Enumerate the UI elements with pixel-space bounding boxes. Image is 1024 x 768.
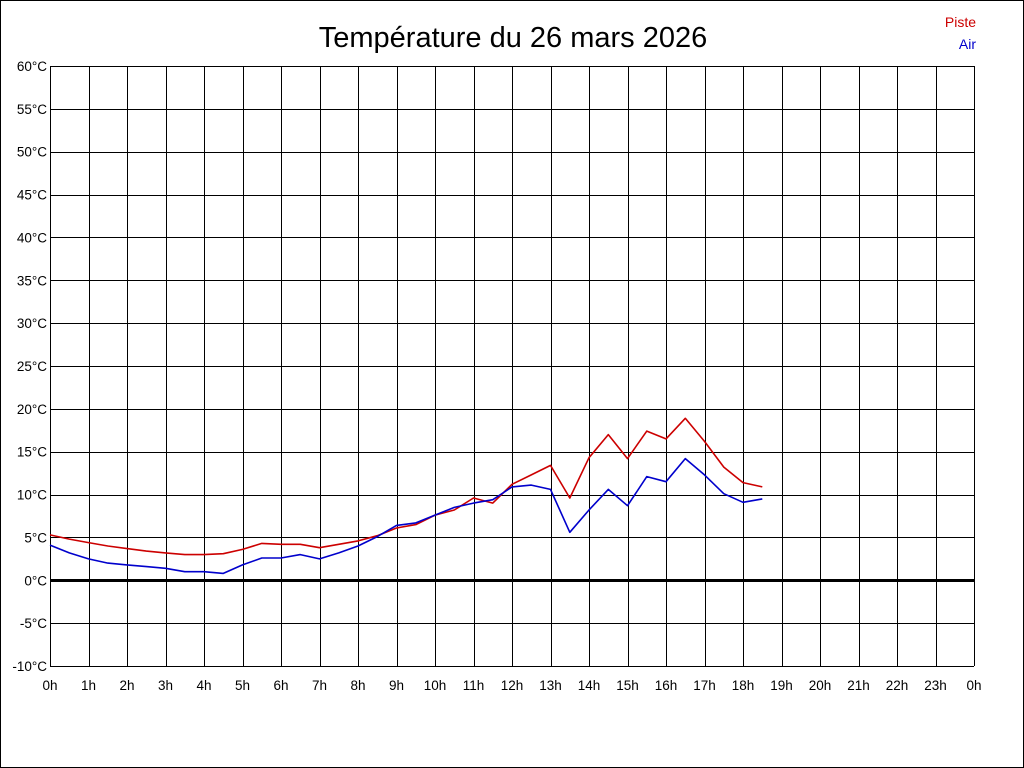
x-tick-label: 9h	[389, 678, 404, 693]
x-tick-label: 14h	[578, 678, 601, 693]
y-tick-label: 55°C	[17, 102, 47, 117]
x-tick-label: 18h	[732, 678, 755, 693]
x-tick-label: 20h	[809, 678, 832, 693]
y-tick-label: 20°C	[17, 402, 47, 417]
y-tick-label: -5°C	[20, 616, 47, 631]
x-axis-tick-labels: 0h 1h 2h 3h 4h 5h 6h 7h 8h 9h 10h 11h 12h 13h 14h 15h 16…	[42, 678, 981, 693]
x-tick-label: 12h	[501, 678, 524, 693]
x-tick-label: 11h	[463, 678, 485, 693]
y-tick-label: 15°C	[17, 445, 47, 460]
y-tick-label: 40°C	[17, 230, 47, 245]
chart-legend: Piste Air	[945, 14, 976, 52]
x-tick-label: 17h	[693, 678, 716, 693]
y-tick-label: 10°C	[17, 488, 47, 503]
y-tick-label: 25°C	[17, 359, 47, 374]
y-tick-label: -10°C	[12, 659, 47, 674]
x-tick-label: 4h	[196, 678, 211, 693]
x-tick-label: 6h	[273, 678, 288, 693]
legend-item-piste: Piste	[945, 14, 976, 30]
legend-item-air: Air	[959, 36, 976, 52]
y-tick-label: 5°C	[24, 530, 47, 545]
x-tick-label: 1h	[81, 678, 96, 693]
x-tick-label: 7h	[312, 678, 327, 693]
y-tick-label: 35°C	[17, 273, 47, 288]
x-tick-label: 21h	[847, 678, 870, 693]
x-tick-label: 13h	[539, 678, 562, 693]
x-tick-label: 10h	[424, 678, 447, 693]
series-layer	[49, 417, 763, 575]
x-tick-label: 8h	[350, 678, 365, 693]
y-tick-label: 30°C	[17, 316, 47, 331]
x-tick-label: 0h	[42, 678, 57, 693]
x-tick-label: 15h	[616, 678, 639, 693]
y-tick-label: 60°C	[17, 59, 47, 74]
series-line-piste	[49, 417, 763, 556]
x-tick-label: 23h	[924, 678, 947, 693]
x-tick-label: 2h	[119, 678, 134, 693]
y-tick-label: 50°C	[17, 145, 47, 160]
x-tick-label: 3h	[158, 678, 173, 693]
chart-title: Température du 26 mars 2026	[319, 22, 708, 54]
y-tick-label: 0°C	[24, 573, 47, 588]
x-tick-label: 5h	[235, 678, 250, 693]
x-tick-label: 22h	[886, 678, 909, 693]
chart-grid	[50, 66, 975, 667]
y-tick-label: 45°C	[17, 188, 47, 203]
x-tick-label: 0h	[966, 678, 981, 693]
x-tick-label: 19h	[770, 678, 793, 693]
x-tick-label: 16h	[655, 678, 678, 693]
y-axis-tick-labels: -10°C -5°C 0°C 5°C 10°C 15°C 20°C 25°C 30°C 35°C 4…	[12, 59, 47, 674]
series-line-air	[49, 457, 763, 575]
